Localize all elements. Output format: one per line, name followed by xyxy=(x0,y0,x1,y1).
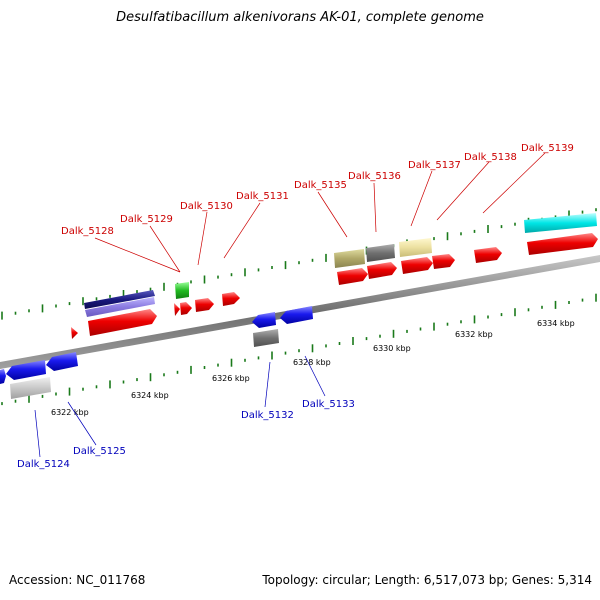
lower-tick-row xyxy=(1,293,597,406)
scale-label: 6322 kbp xyxy=(51,408,89,417)
gene-feature[interactable] xyxy=(334,249,365,268)
gene-label[interactable]: Dalk_5129 xyxy=(120,214,173,225)
gene-feature[interactable] xyxy=(222,292,240,306)
gene-label[interactable]: Dalk_5133 xyxy=(302,399,355,410)
gene-feature[interactable] xyxy=(337,268,368,285)
scale-label: 6326 kbp xyxy=(212,374,250,383)
reverse-strand-features xyxy=(0,306,313,399)
genome-title: Desulfatibacillum alkenivorans AK-01, co… xyxy=(116,10,484,25)
gene-label[interactable]: Dalk_5136 xyxy=(348,171,401,182)
gene-feature[interactable] xyxy=(474,247,502,263)
gene-feature[interactable] xyxy=(71,327,78,339)
gene-feature[interactable] xyxy=(280,306,313,324)
gene-label[interactable]: Dalk_5131 xyxy=(236,191,289,202)
gene-label[interactable]: Dalk_5124 xyxy=(17,459,70,470)
gene-label[interactable]: Dalk_5128 xyxy=(61,226,114,237)
genome-summary-text: Topology: circular; Length: 6,517,073 bp… xyxy=(262,573,592,587)
gene-feature[interactable] xyxy=(527,233,598,255)
gene-label[interactable]: Dalk_5137 xyxy=(408,160,461,171)
scale-label: 6330 kbp xyxy=(373,344,411,353)
gene-feature[interactable] xyxy=(195,298,214,312)
gene-feature[interactable] xyxy=(6,360,46,380)
gene-feature[interactable] xyxy=(180,302,192,315)
scale-label: 6328 kbp xyxy=(293,358,331,367)
gene-label[interactable]: Dalk_5125 xyxy=(73,446,126,457)
gene-feature[interactable] xyxy=(174,303,180,316)
reverse-gene-labels: Dalk_5124 Dalk_5125 Dalk_5132 Dalk_5133 xyxy=(17,355,355,470)
scale-label: 6334 kbp xyxy=(537,319,575,328)
gene-feature[interactable] xyxy=(432,254,455,269)
gene-label[interactable]: Dalk_5130 xyxy=(180,201,233,212)
gene-feature[interactable] xyxy=(366,244,395,262)
gene-feature[interactable] xyxy=(84,290,155,309)
gene-feature[interactable] xyxy=(175,282,189,299)
gene-feature[interactable] xyxy=(46,352,78,371)
gene-label[interactable]: Dalk_5138 xyxy=(464,152,517,163)
scale-label: 6324 kbp xyxy=(131,391,169,400)
gene-label[interactable]: Dalk_5135 xyxy=(294,180,347,191)
gene-label[interactable]: Dalk_5132 xyxy=(241,410,294,421)
gene-feature[interactable] xyxy=(524,213,597,233)
gene-feature[interactable] xyxy=(399,238,432,257)
gene-label[interactable]: Dalk_5139 xyxy=(521,143,574,154)
gene-feature[interactable] xyxy=(88,309,157,336)
forward-strand-features xyxy=(71,213,598,339)
gene-feature[interactable] xyxy=(401,257,433,274)
scale-labels: 6322 kbp 6324 kbp 6326 kbp 6328 kbp 6330… xyxy=(51,319,575,417)
gene-feature[interactable] xyxy=(0,369,6,384)
gene-feature[interactable] xyxy=(10,377,51,399)
gene-feature[interactable] xyxy=(367,262,397,279)
forward-gene-labels: Dalk_5128 Dalk_5129 Dalk_5130 Dalk_5131 … xyxy=(61,143,574,273)
accession-text: Accession: NC_011768 xyxy=(9,573,146,587)
gene-feature[interactable] xyxy=(253,329,279,347)
scale-label: 6332 kbp xyxy=(455,330,493,339)
gene-feature[interactable] xyxy=(85,297,155,317)
gene-feature[interactable] xyxy=(252,312,276,328)
